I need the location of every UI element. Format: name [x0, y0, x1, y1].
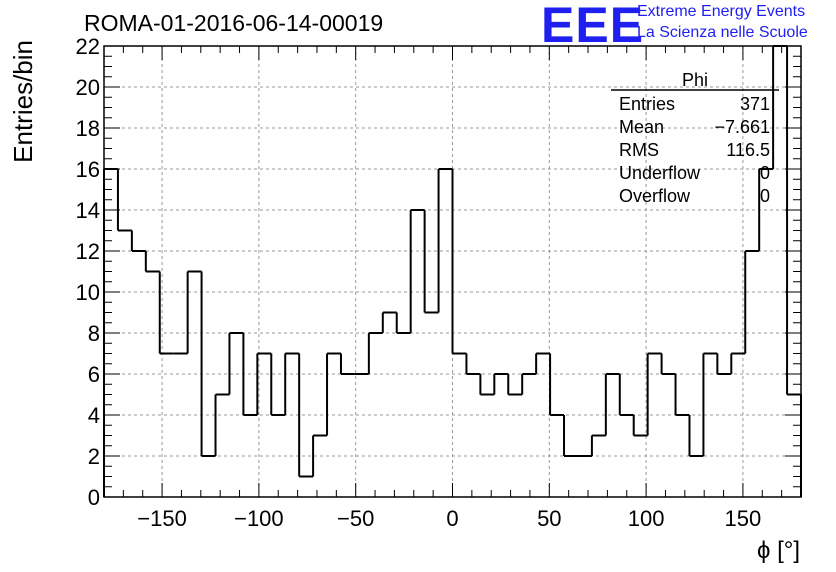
stats-row-label: Overflow: [619, 186, 691, 206]
eee-logo-line1: Extreme Energy Events: [637, 3, 806, 20]
stats-row-label: Underflow: [619, 163, 701, 183]
x-tick-label: 50: [537, 506, 561, 531]
stats-row-value: −7.661: [714, 117, 770, 137]
eee-logo-mark: EEE: [541, 0, 645, 53]
stats-row-label: RMS: [619, 140, 659, 160]
y-axis-label: Entries/bin: [8, 40, 38, 163]
stats-box-name: Phi: [682, 70, 708, 90]
y-tick-label: 18: [76, 116, 100, 141]
y-tick-label: 16: [76, 157, 100, 182]
y-tick-label: 2: [88, 444, 100, 469]
y-tick-label: 10: [76, 280, 100, 305]
y-tick-label: 20: [76, 75, 100, 100]
x-axis-label: ϕ [°]: [757, 537, 800, 564]
x-tick-label: 100: [628, 506, 665, 531]
stats-row-label: Mean: [619, 117, 664, 137]
x-tick-label: 0: [446, 506, 458, 531]
stats-row-value: 0: [760, 186, 770, 206]
y-tick-label: 6: [88, 362, 100, 387]
y-tick-label: 4: [88, 403, 100, 428]
plot-title: ROMA-01-2016-06-14-00019: [84, 10, 384, 36]
y-tick-label: 8: [88, 321, 100, 346]
y-tick-label: 12: [76, 239, 100, 264]
x-tick-label: −100: [234, 506, 284, 531]
x-tick-label: −150: [137, 506, 187, 531]
eee-logo-line2: La Scienza nelle Scuole: [637, 24, 808, 41]
stats-row-value: 0: [760, 163, 770, 183]
stats-row-value: 371: [740, 94, 770, 114]
stats-row-value: 116.5: [726, 140, 770, 160]
x-tick-label: 150: [725, 506, 762, 531]
y-tick-label: 14: [76, 198, 100, 223]
y-tick-label: 0: [88, 485, 100, 510]
stats-row-label: Entries: [619, 94, 675, 114]
x-tick-label: −50: [337, 506, 374, 531]
y-tick-label: 22: [76, 34, 100, 59]
